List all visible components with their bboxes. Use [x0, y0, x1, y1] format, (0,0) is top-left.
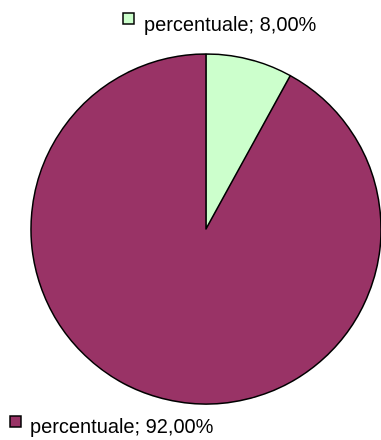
- legend-label-small: percentuale; 8,00%: [144, 14, 317, 36]
- pie-slices: [30, 53, 381, 405]
- legend-marker-large: [9, 415, 22, 428]
- legend-marker-small: [122, 12, 135, 25]
- legend-entry-large: percentuale; 92,00%: [9, 415, 214, 438]
- legend-entry-small: percentuale; 8,00%: [122, 12, 317, 36]
- legend-label-large: percentuale; 92,00%: [30, 416, 214, 438]
- pie-slice-1: [30, 53, 381, 405]
